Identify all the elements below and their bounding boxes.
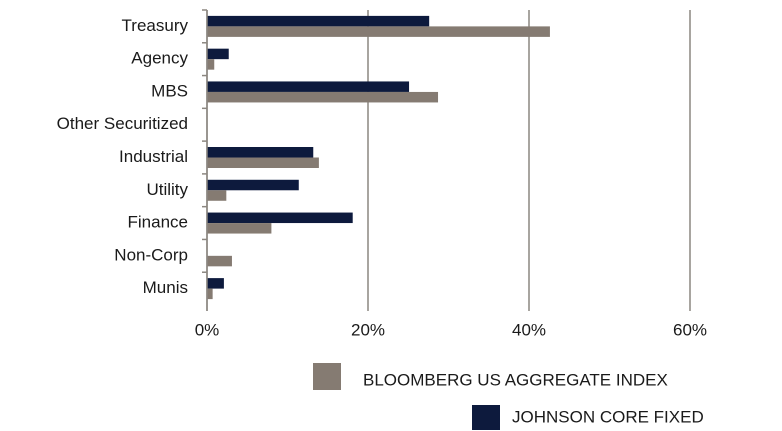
bar [207,278,224,289]
bar [207,15,430,27]
bar [207,288,213,300]
y-tick-label: Agency [131,49,188,68]
y-tick-label: Munis [143,278,188,297]
legend-label: JOHNSON CORE FIXED [512,407,704,426]
y-tick-label: Industrial [119,147,188,166]
legend-label: BLOOMBERG US AGGREGATE INDEX [363,370,668,389]
bar [207,179,299,191]
legend-swatch [313,363,341,390]
bar [207,255,232,267]
legend-swatch [472,405,500,430]
bar [207,212,353,224]
y-tick-label: Utility [146,180,188,199]
bar [207,190,227,201]
y-tick-label: MBS [151,81,188,100]
x-tick-label: 0% [195,320,220,339]
bar [207,81,410,92]
bar [207,26,550,37]
y-tick-label: Non-Corp [114,245,188,264]
bar [207,91,439,103]
x-tick-label: 20% [351,320,385,339]
y-tick-label: Other Securitized [57,114,188,133]
x-tick-label: 40% [512,320,546,339]
bar [207,48,229,60]
bar [207,223,272,234]
x-tick-label: 60% [673,320,707,339]
y-tick-label: Treasury [122,16,189,35]
bar [207,147,314,158]
bar [207,59,215,70]
y-tick-label: Finance [128,213,188,232]
bar [207,157,319,168]
